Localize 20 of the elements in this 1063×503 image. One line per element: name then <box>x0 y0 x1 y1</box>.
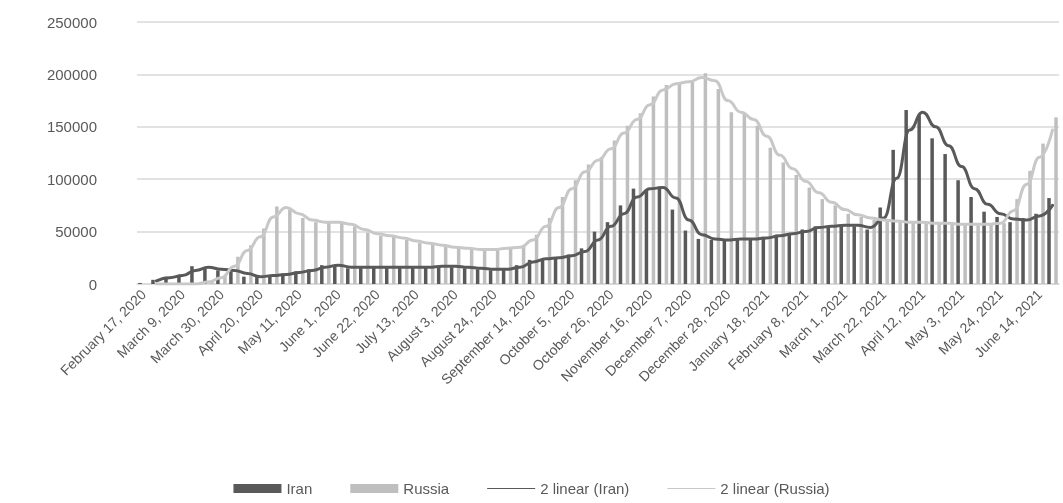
bar <box>969 197 973 284</box>
y-tick-label: 200000 <box>46 65 97 83</box>
bar <box>242 276 246 284</box>
legend-label: Iran <box>286 480 313 497</box>
bar <box>982 211 986 284</box>
y-tick-label: 0 <box>88 275 97 293</box>
bar <box>1008 222 1012 284</box>
line-series <box>154 110 1055 283</box>
legend-label: 2 linear (Iran) <box>540 480 630 497</box>
bar <box>956 180 960 284</box>
y-tick-label: 100000 <box>46 170 97 188</box>
bar <box>995 216 999 284</box>
line-series <box>154 76 1055 286</box>
bar <box>943 154 947 284</box>
legend-label: Russia <box>403 480 450 497</box>
bar <box>930 138 934 284</box>
y-tick-label: 50000 <box>55 223 97 241</box>
y-tick-label: 150000 <box>46 118 97 136</box>
y-tick-label: 250000 <box>46 13 97 31</box>
legend-label: 2 linear (Russia) <box>720 480 830 497</box>
